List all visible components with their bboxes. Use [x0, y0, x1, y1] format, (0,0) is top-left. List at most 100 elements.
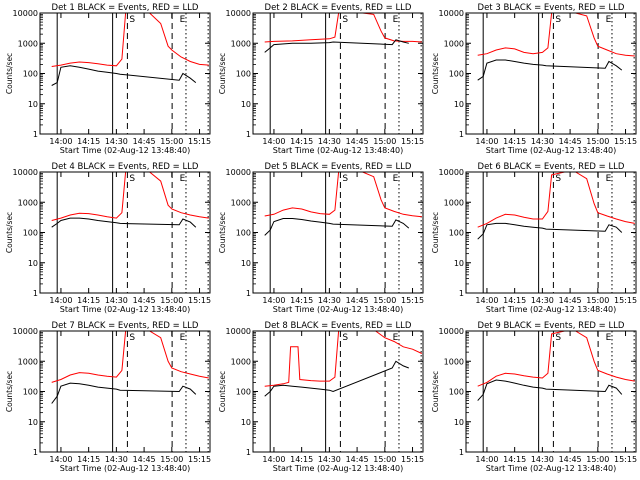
- x-tick-label: 14:15: [77, 455, 100, 464]
- x-tick-label: 14:30: [105, 137, 128, 146]
- panel-det-7: Det 7 BLACK = Events, RED = LLD 1 10 100 100…: [5, 321, 211, 473]
- panel-title: Det 3 BLACK = Events, RED = LLD: [478, 3, 625, 13]
- x-tick-label: 14:30: [531, 296, 554, 305]
- panel-det-8: Det 8 BLACK = Events, RED = LLD 1 10 100 100…: [218, 321, 424, 473]
- x-tick-label: 14:00: [49, 137, 72, 146]
- x-tick-label: 14:00: [262, 455, 285, 464]
- y-tick-label: 1000: [18, 198, 38, 207]
- x-tick-label: 14:30: [105, 296, 128, 305]
- x-tick-label: 15:00: [160, 137, 183, 146]
- y-tick-label: 10: [241, 100, 251, 109]
- panel-title: Det 4 BLACK = Events, RED = LLD: [52, 162, 199, 172]
- x-axis-label: Start Time (02-Aug-12 13:48:40): [273, 464, 404, 473]
- x-axis-label: Start Time (02-Aug-12 13:48:40): [60, 146, 191, 155]
- panel-det-5: Det 5 BLACK = Events, RED = LLD 1 10 100 100…: [218, 162, 424, 314]
- events-series-line: [477, 59, 623, 81]
- y-axis-label: Counts/sec: [5, 212, 14, 253]
- x-tick-label: 15:15: [188, 137, 211, 146]
- panel-det-2: Det 2 BLACK = Events, RED = LLD 1 10 100 100…: [218, 3, 424, 155]
- events-series-line: [264, 218, 410, 236]
- y-tick-label: 1: [33, 130, 38, 139]
- plot-frame: [252, 12, 424, 135]
- y-tick-label: 1: [459, 130, 464, 139]
- events-series-line: [264, 39, 409, 53]
- events-series-line: [51, 65, 197, 86]
- panel-title: Det 1 BLACK = Events, RED = LLD: [52, 3, 199, 13]
- marker-e: E: [180, 174, 186, 184]
- plot-frame: [39, 12, 211, 135]
- y-tick-label: 1000: [444, 357, 464, 366]
- panel-title: Det 5 BLACK = Events, RED = LLD: [265, 162, 412, 172]
- x-tick-label: 14:15: [290, 137, 313, 146]
- events-series-line: [51, 217, 197, 228]
- y-tick-label: 100: [23, 229, 38, 238]
- y-axis-label: Counts/sec: [218, 53, 227, 94]
- events-series-line: [51, 382, 197, 404]
- x-tick-label: 14:45: [346, 296, 369, 305]
- x-tick-label: 14:00: [475, 296, 498, 305]
- panel-det-9: Det 9 BLACK = Events, RED = LLD 1 10 100 100…: [431, 321, 637, 473]
- y-axis-label: Counts/sec: [5, 371, 14, 412]
- marker-e: E: [606, 15, 612, 25]
- y-tick-label: 1000: [231, 39, 251, 48]
- x-tick-label: 15:00: [373, 455, 396, 464]
- marker-s: S: [129, 15, 135, 25]
- y-tick-label: 10: [454, 259, 464, 268]
- marker-e: E: [393, 174, 399, 184]
- x-tick-label: 14:45: [559, 137, 582, 146]
- plot-frame: [465, 12, 637, 135]
- x-tick-label: 14:15: [503, 455, 526, 464]
- x-tick-label: 15:15: [188, 296, 211, 305]
- x-tick-label: 14:00: [262, 296, 285, 305]
- x-tick-label: 14:15: [290, 455, 313, 464]
- events-series-line: [477, 222, 623, 240]
- marker-e: E: [606, 174, 612, 184]
- lld-series-line: [264, 331, 423, 387]
- y-tick-label: 10000: [439, 9, 464, 18]
- y-axis-label: Counts/sec: [431, 53, 440, 94]
- x-tick-label: 14:00: [475, 137, 498, 146]
- x-tick-label: 15:15: [614, 455, 637, 464]
- y-tick-label: 10000: [226, 168, 251, 177]
- y-tick-label: 10000: [439, 327, 464, 336]
- marker-s: S: [129, 333, 135, 343]
- plot-frame: [465, 330, 637, 453]
- marker-s: S: [342, 333, 348, 343]
- y-tick-label: 100: [236, 70, 251, 79]
- x-tick-label: 15:00: [160, 296, 183, 305]
- x-tick-label: 14:45: [346, 137, 369, 146]
- x-tick-label: 15:15: [188, 455, 211, 464]
- x-tick-label: 15:00: [160, 455, 183, 464]
- marker-e: E: [393, 15, 399, 25]
- y-tick-label: 100: [236, 229, 251, 238]
- plot-frame: [252, 330, 424, 453]
- panel-det-1: Det 1 BLACK = Events, RED = LLD 1 10 100 100…: [5, 3, 211, 155]
- y-axis-label: Counts/sec: [218, 212, 227, 253]
- y-tick-label: 10000: [439, 168, 464, 177]
- y-axis-label: Counts/sec: [218, 371, 227, 412]
- x-tick-label: 14:00: [262, 137, 285, 146]
- panel-det-4: Det 4 BLACK = Events, RED = LLD 1 10 100 100…: [5, 162, 211, 314]
- events-series-line: [264, 360, 409, 397]
- x-tick-label: 15:00: [586, 455, 609, 464]
- y-tick-label: 1000: [231, 357, 251, 366]
- panel-title: Det 9 BLACK = Events, RED = LLD: [478, 321, 625, 331]
- y-tick-label: 10000: [13, 327, 38, 336]
- y-tick-label: 1: [459, 448, 464, 457]
- x-tick-label: 14:45: [559, 296, 582, 305]
- x-tick-label: 14:15: [77, 137, 100, 146]
- x-tick-label: 14:45: [133, 455, 156, 464]
- marker-s: S: [342, 174, 348, 184]
- marker-s: S: [555, 174, 561, 184]
- x-axis-label: Start Time (02-Aug-12 13:48:40): [486, 305, 617, 314]
- y-axis-label: Counts/sec: [431, 212, 440, 253]
- x-tick-label: 14:45: [133, 296, 156, 305]
- panel-det-3: Det 3 BLACK = Events, RED = LLD 1 10 100 100…: [431, 3, 637, 155]
- y-tick-label: 100: [449, 229, 464, 238]
- y-tick-label: 1: [246, 289, 251, 298]
- lld-series-line: [477, 172, 635, 228]
- lld-series-line: [51, 13, 209, 67]
- x-tick-label: 14:15: [503, 296, 526, 305]
- x-tick-label: 14:45: [133, 137, 156, 146]
